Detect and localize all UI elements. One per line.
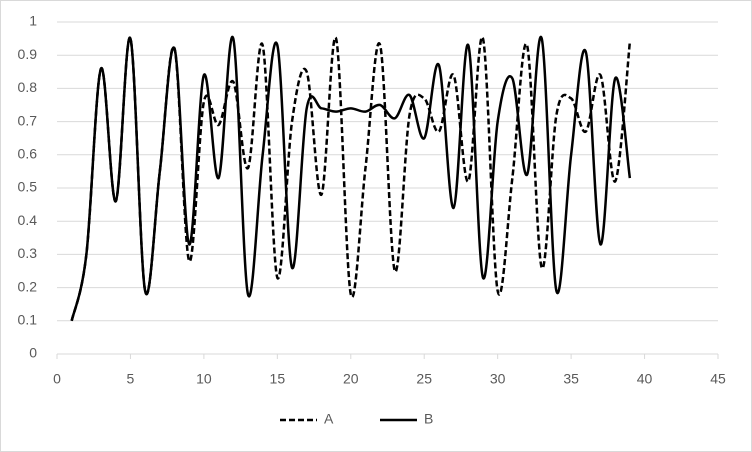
y-tick-label: 1 [29,13,37,29]
series-line [70,35,632,322]
x-tick-label: 10 [196,371,212,387]
x-tick-label: 5 [127,371,135,387]
x-tick-label: 0 [53,371,61,387]
y-tick-label: 0.8 [18,79,38,95]
y-tick-label: 0.1 [18,312,38,328]
x-tick-label: 20 [343,371,359,387]
x-tick-label: 35 [563,371,579,387]
x-tick-label: 40 [637,371,653,387]
legend-label: B [424,411,433,427]
legend-label: A [324,411,334,427]
y-tick-label: 0.7 [18,112,38,128]
y-tick-label: 0.3 [18,245,38,261]
y-tick-label: 0.6 [18,146,38,162]
y-tick-label: 0.2 [18,278,38,294]
y-tick-label: 0.5 [18,179,38,195]
x-tick-label: 30 [490,371,506,387]
y-tick-label: 0.9 [18,46,38,62]
y-tick-label: 0 [29,345,37,361]
y-tick-label: 0.4 [18,212,38,228]
x-tick-label: 15 [270,371,286,387]
x-tick-label: 25 [416,371,432,387]
series-line [70,35,632,322]
x-tick-label: 45 [710,371,726,387]
